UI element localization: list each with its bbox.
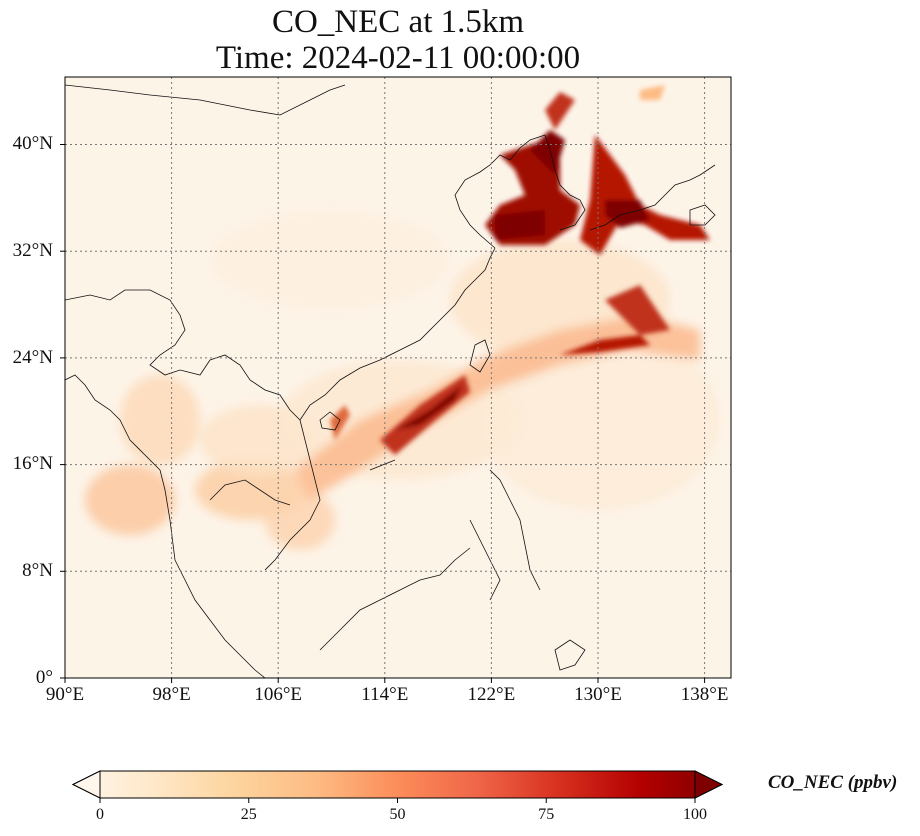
- colorbar-label: CO_NEC (ppbv): [768, 772, 898, 793]
- lat-tick-label: 40°N: [12, 133, 53, 154]
- lat-tick-label: 24°N: [12, 347, 53, 368]
- lon-tick-label: 106°E: [254, 684, 303, 705]
- colorbar-extend-low: [71, 770, 101, 799]
- coastlines: [65, 84, 716, 678]
- colorbar-extend-high: [694, 770, 724, 799]
- gridlines: [65, 77, 731, 678]
- lon-tick-label: 138°E: [680, 684, 729, 705]
- colorbar: [71, 770, 724, 803]
- chart-title-line-1: CO_NEC at 1.5km: [271, 4, 525, 40]
- lat-tick-label: 8°N: [22, 560, 53, 581]
- lon-tick-label: 114°E: [361, 684, 409, 705]
- colorbar-tick-label: 75: [538, 806, 555, 823]
- colorbar-bar: [71, 770, 724, 799]
- lat-tick-label: 0°: [35, 667, 53, 688]
- lon-tick-label: 98°E: [152, 684, 191, 705]
- lat-tick-label: 32°N: [12, 240, 53, 261]
- lon-tick-label: 130°E: [574, 684, 622, 705]
- lat-tick-label: 16°N: [12, 453, 53, 474]
- plume-core: [330, 85, 710, 455]
- colorbar-tick-label: 50: [389, 806, 406, 823]
- chart-title-line-2: Time: 2024-02-11 00:00:00: [215, 40, 581, 76]
- colorbar-tick-label: 100: [683, 806, 707, 823]
- axis-ticks: [60, 144, 706, 683]
- colorbar-tick-label: 25: [240, 806, 257, 823]
- lon-tick-label: 90°E: [45, 684, 85, 705]
- map-frame: [64, 76, 732, 679]
- lon-tick-label: 122°E: [467, 684, 516, 705]
- colorbar-tick-label: 0: [96, 806, 104, 823]
